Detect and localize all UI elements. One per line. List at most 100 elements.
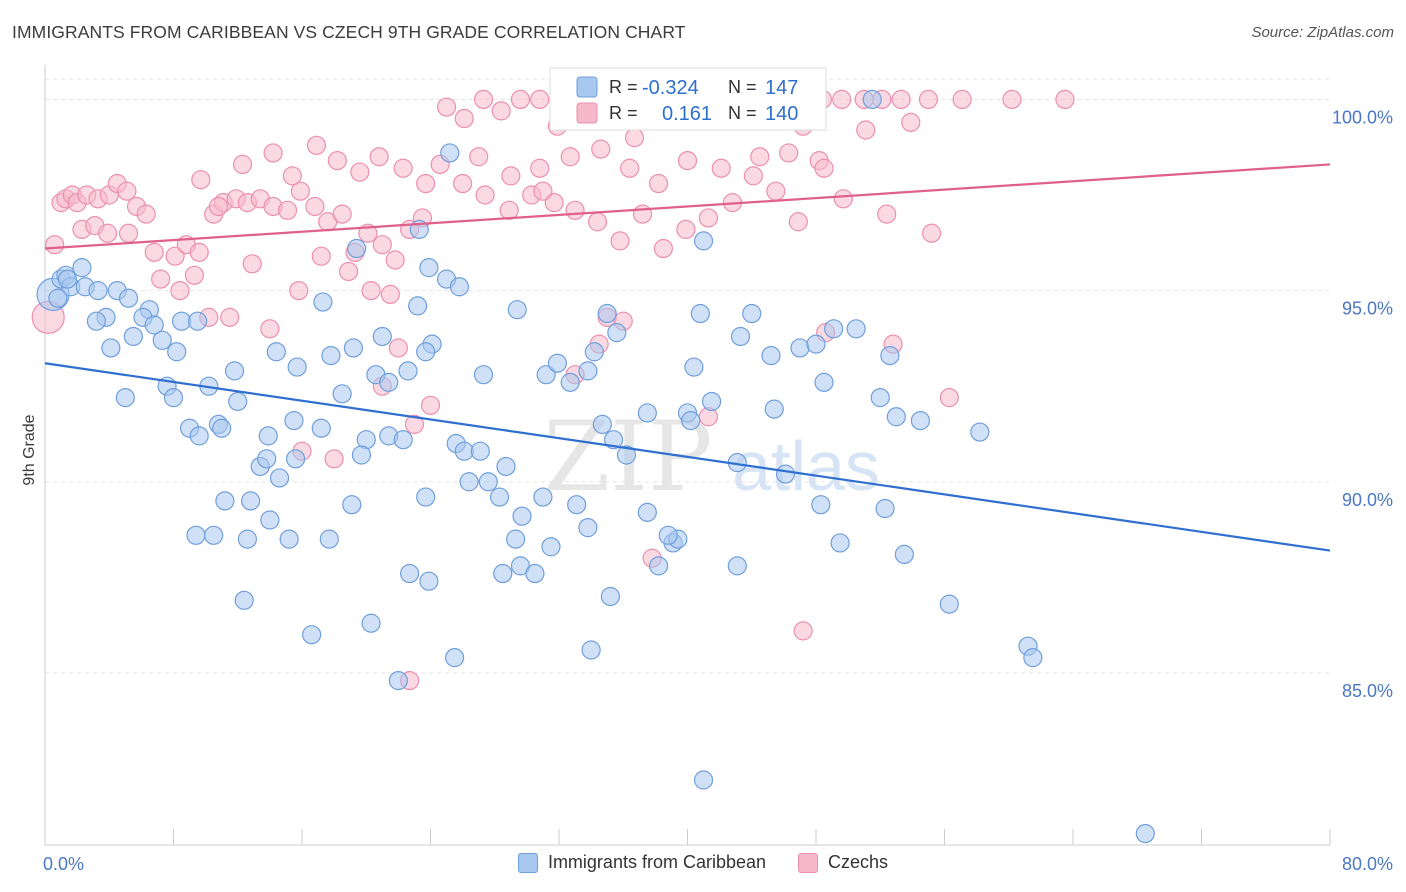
legend-swatch-bottom-caribbean: [517, 852, 538, 873]
czechs-point: [1055, 89, 1075, 110]
legend-label-caribbean: Immigrants from Caribbean: [547, 852, 767, 872]
legend-swatch-bottom-czechs: [798, 852, 819, 873]
caribbean-point: [234, 590, 254, 610]
czechs-point: [404, 414, 425, 435]
caribbean-point: [547, 353, 567, 373]
czechs-point: [779, 143, 799, 163]
czechs-point: [260, 319, 280, 339]
caribbean-point: [811, 495, 831, 515]
caribbean-point: [342, 495, 362, 515]
caribbean-point: [701, 391, 722, 412]
x-tick-label-max: 80.0%: [1342, 854, 1393, 874]
caribbean-point: [512, 506, 532, 526]
caribbean-point: [507, 300, 527, 320]
czechs-point: [533, 181, 553, 201]
caribbean-trend-line: [44, 362, 1331, 552]
caribbean-point: [506, 529, 526, 549]
czechs-point: [327, 150, 347, 171]
caribbean-point: [806, 334, 826, 354]
legend-n-value-caribbean: 147: [765, 77, 798, 99]
caribbean-point: [578, 518, 598, 538]
caribbean-point: [584, 342, 604, 362]
czechs-point: [184, 265, 204, 285]
caribbean-point: [440, 143, 460, 163]
caribbean-point: [567, 495, 587, 515]
czechs-point: [632, 204, 653, 224]
caribbean-point: [72, 258, 92, 278]
caribbean-point: [419, 571, 439, 591]
caribbean-point: [764, 399, 784, 419]
czechs-point: [473, 89, 494, 110]
czechs-point: [1002, 89, 1022, 110]
czechs-point: [305, 196, 325, 217]
czechs-point: [263, 143, 283, 163]
caribbean-point: [266, 342, 286, 362]
legend-item-caribbean: Immigrants from Caribbean: [517, 852, 767, 873]
caribbean-point: [444, 648, 465, 668]
caribbean-point: [648, 556, 669, 576]
caribbean-point: [101, 338, 121, 358]
czechs-point: [766, 181, 786, 201]
caribbean-point: [730, 326, 751, 347]
czechs-point: [385, 250, 405, 270]
czechs-point: [453, 173, 473, 194]
caribbean-point: [597, 303, 617, 324]
caribbean-point: [846, 319, 866, 339]
caribbean-point: [1135, 823, 1155, 844]
caribbean-point: [607, 323, 627, 343]
legend-n-label-caribbean: N =: [728, 77, 757, 97]
czechs-point: [361, 280, 381, 301]
caribbean-point: [684, 357, 704, 377]
x-tick-label-min: 0.0%: [43, 854, 84, 874]
caribbean-point: [419, 258, 439, 278]
caribbean-point: [372, 326, 392, 347]
caribbean-point: [269, 468, 290, 488]
caribbean-point: [361, 613, 381, 633]
caribbean-point: [600, 586, 621, 607]
czechs-point: [165, 246, 185, 266]
caribbean-point: [970, 422, 990, 442]
legend-swatch-czechs: [576, 102, 598, 124]
czechs-point: [624, 128, 645, 148]
czechs-point: [170, 280, 190, 301]
caribbean-point: [886, 407, 906, 427]
caribbean-point: [690, 303, 710, 324]
caribbean-point: [313, 292, 333, 312]
caribbean-point: [163, 388, 184, 408]
caribbean-point: [187, 311, 208, 331]
caribbean-point: [790, 338, 810, 358]
czechs-point: [380, 284, 400, 305]
x-tick-labels: 0.0% 80.0%: [43, 854, 1393, 874]
czechs-point: [475, 185, 495, 205]
caribbean-point: [616, 445, 637, 465]
caribbean-point: [186, 525, 206, 545]
czechs-point: [587, 212, 608, 232]
czechs-point: [311, 246, 331, 266]
caribbean-point: [416, 487, 436, 507]
czechs-point: [191, 170, 211, 190]
caribbean-point: [880, 345, 900, 366]
czechs-point: [750, 147, 770, 167]
caribbean-point: [115, 388, 135, 408]
caribbean-point: [279, 529, 299, 549]
caribbean-point: [449, 277, 470, 297]
legend-r-value-caribbean: -0.324: [642, 77, 699, 99]
caribbean-point: [533, 487, 553, 507]
czechs-point: [416, 173, 436, 194]
caribbean-point: [88, 280, 108, 301]
legend-bottom: Immigrants from Caribbean Czechs: [0, 852, 1406, 873]
czechs-point: [420, 395, 441, 415]
legend-r-label-czechs: R =: [609, 103, 638, 123]
chart-source: Source: ZipAtlas.com: [1251, 24, 1394, 41]
czechs-point: [877, 204, 897, 224]
caribbean-point: [351, 445, 372, 465]
caribbean-point: [761, 345, 781, 366]
czechs-point: [610, 231, 630, 251]
czechs-point: [144, 242, 164, 262]
axes: [44, 65, 1331, 846]
czechs-point: [833, 189, 853, 209]
czechs-point: [388, 338, 408, 358]
caribbean-point: [189, 426, 209, 446]
caribbean-point: [727, 556, 747, 576]
caribbean-point: [284, 410, 304, 431]
